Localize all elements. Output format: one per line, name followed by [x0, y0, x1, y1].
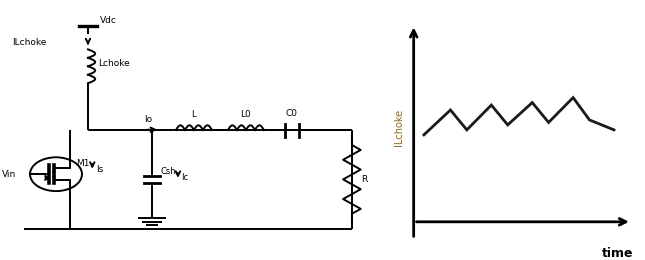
- Text: Io: Io: [144, 115, 152, 124]
- Text: ILchoke: ILchoke: [394, 109, 404, 146]
- Text: M1: M1: [76, 159, 90, 168]
- Text: Vin: Vin: [2, 170, 16, 179]
- Text: Ic: Ic: [181, 173, 189, 182]
- Text: L0: L0: [241, 110, 252, 119]
- Text: L: L: [192, 110, 197, 119]
- Text: time: time: [602, 246, 633, 259]
- Text: Is: Is: [96, 165, 104, 174]
- Text: R: R: [361, 175, 367, 184]
- Text: Csh: Csh: [161, 167, 176, 176]
- Text: Vdc: Vdc: [100, 16, 117, 25]
- Text: ILchoke: ILchoke: [12, 38, 46, 47]
- Text: C0: C0: [286, 109, 298, 118]
- Text: Lchoke: Lchoke: [98, 59, 130, 68]
